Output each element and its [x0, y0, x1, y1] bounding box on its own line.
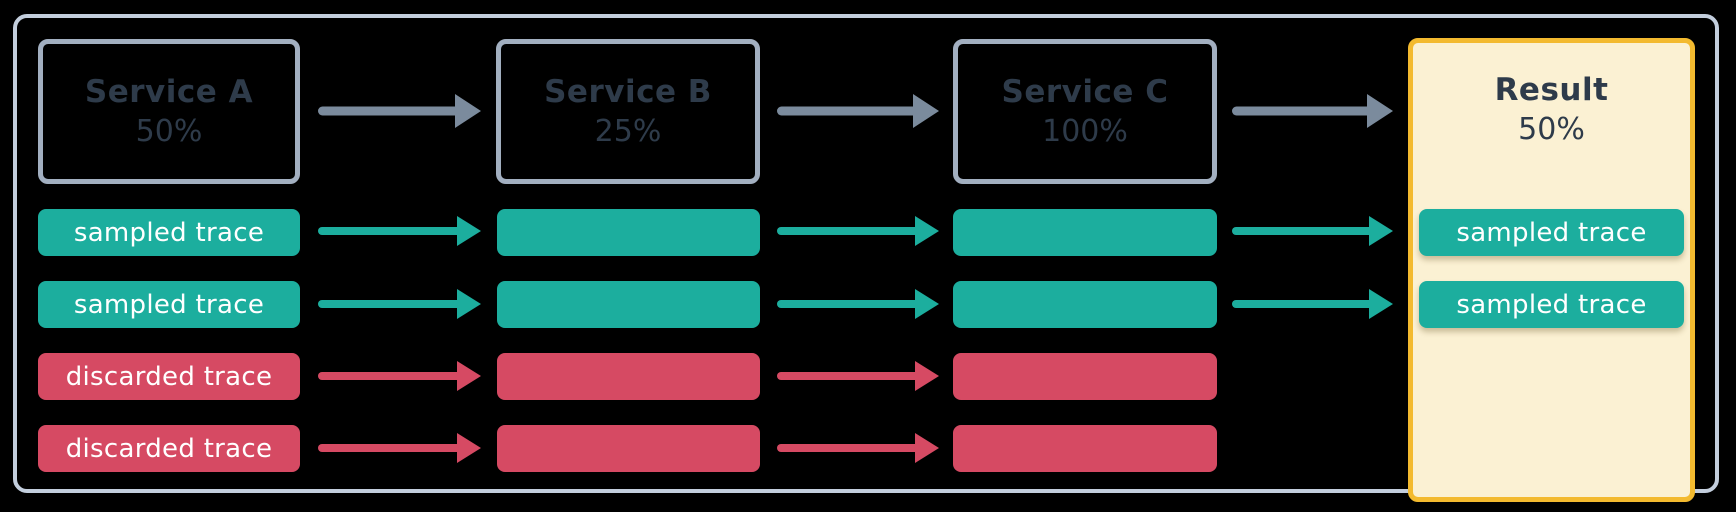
- arrow-right-icon: [777, 431, 939, 465]
- trace-bar-sampled: sampled trace: [38, 281, 300, 328]
- trace-bar-sampled: [953, 209, 1217, 256]
- trace-bar-label: sampled trace: [73, 217, 265, 248]
- service-b-title: Service B: [544, 73, 712, 110]
- service-c-box: Service C 100%: [953, 39, 1217, 184]
- trace-bar-label: sampled trace: [73, 289, 265, 320]
- trace-bar-discarded: [953, 425, 1217, 472]
- service-a-sample-rate: 50%: [135, 114, 203, 150]
- result-trace-bar-sampled: sampled trace: [1419, 209, 1684, 256]
- arrow-right-icon: [777, 287, 939, 321]
- arrow-right-icon: [1232, 287, 1393, 321]
- arrow-right-icon: [1232, 214, 1393, 248]
- arrow-right-icon: [318, 94, 481, 128]
- arrow-right-icon: [777, 94, 939, 128]
- service-a-box: Service A 50%: [38, 39, 300, 184]
- arrow-right-icon: [1232, 94, 1393, 128]
- trace-bar-sampled: [497, 209, 760, 256]
- arrow-right-icon: [318, 431, 481, 465]
- arrow-right-icon: [318, 287, 481, 321]
- service-a-title: Service A: [84, 73, 254, 110]
- arrow-right-icon: [318, 359, 481, 393]
- arrow-right-icon: [777, 214, 939, 248]
- service-c-sample-rate: 100%: [1042, 114, 1128, 150]
- trace-bar-label: sampled trace: [1456, 289, 1647, 320]
- trace-bar-discarded: [497, 425, 760, 472]
- service-b-box: Service B 25%: [496, 39, 760, 184]
- trace-bar-discarded: discarded trace: [38, 425, 300, 472]
- trace-bar-label: discarded trace: [65, 433, 273, 464]
- result-box: Result 50%: [1408, 38, 1695, 502]
- result-title: Result: [1494, 72, 1609, 108]
- result-sample-rate: 50%: [1518, 112, 1585, 148]
- trace-bar-sampled: [953, 281, 1217, 328]
- result-trace-bar-sampled: sampled trace: [1419, 281, 1684, 328]
- trace-bar-discarded: [497, 353, 760, 400]
- trace-bar-discarded: [953, 353, 1217, 400]
- service-c-title: Service C: [1001, 73, 1169, 110]
- trace-bar-sampled: sampled trace: [38, 209, 300, 256]
- diagram-frame: [13, 14, 1719, 493]
- trace-bar-discarded: discarded trace: [38, 353, 300, 400]
- trace-bar-label: sampled trace: [1456, 217, 1647, 248]
- trace-bar-sampled: [497, 281, 760, 328]
- trace-bar-label: discarded trace: [65, 361, 273, 392]
- service-b-sample-rate: 25%: [594, 114, 662, 150]
- arrow-right-icon: [777, 359, 939, 393]
- arrow-right-icon: [318, 214, 481, 248]
